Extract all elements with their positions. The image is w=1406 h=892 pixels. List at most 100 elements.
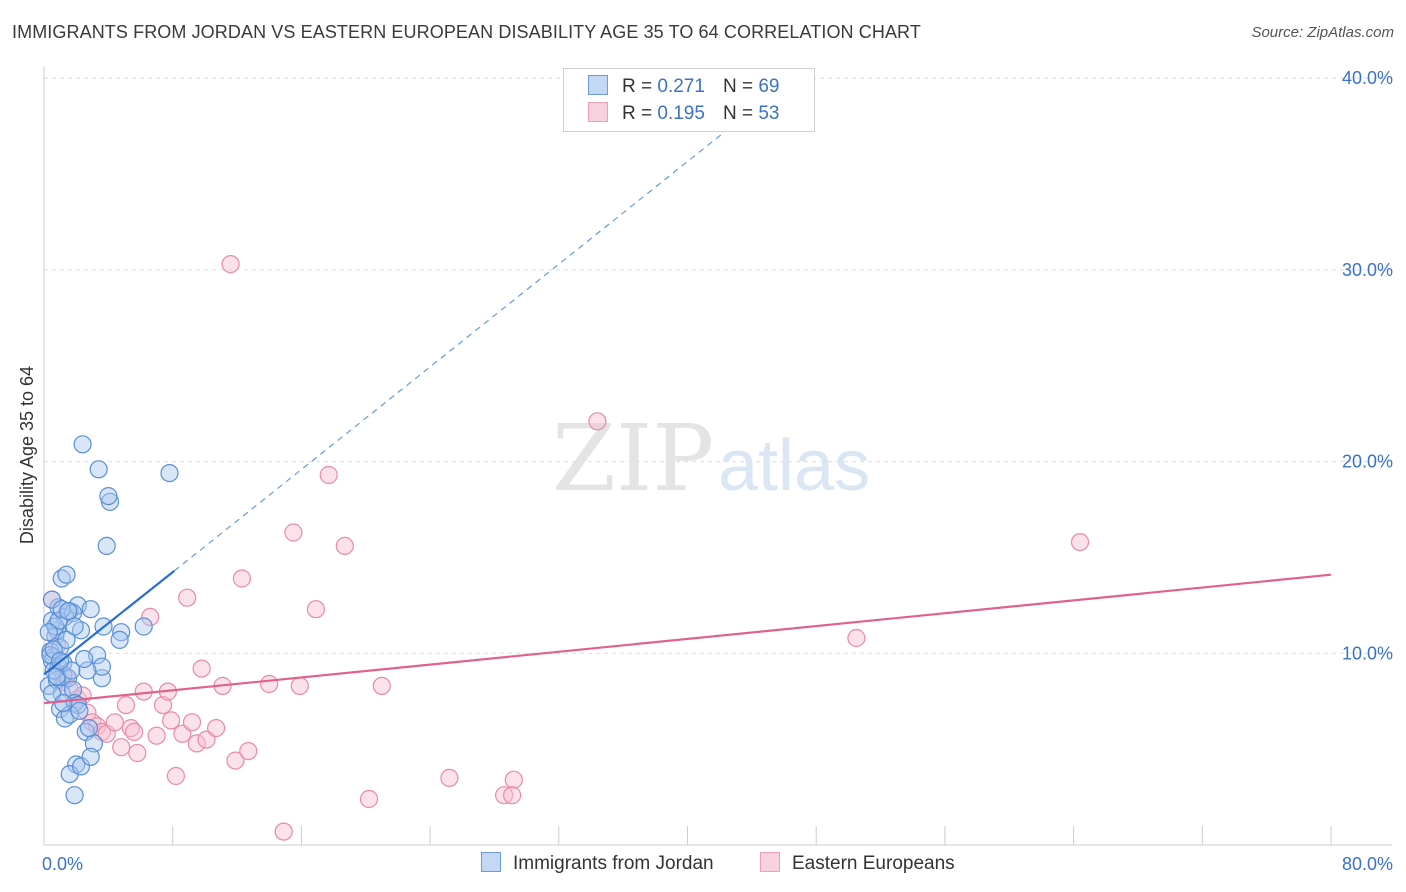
data-point bbox=[239, 741, 258, 761]
data-point bbox=[81, 600, 100, 619]
data-point bbox=[290, 676, 309, 696]
data-point bbox=[73, 435, 92, 454]
series-eastern-europeans bbox=[42, 255, 1090, 841]
legend-n-label: N = bbox=[722, 103, 754, 124]
legend-n-label: N = bbox=[722, 76, 754, 97]
data-point bbox=[306, 600, 325, 619]
bottom-legend-label-eastern: Eastern Europeans bbox=[792, 853, 955, 874]
data-point bbox=[232, 569, 251, 588]
data-point bbox=[141, 607, 160, 627]
data-point bbox=[70, 701, 89, 720]
legend-r-label: R = bbox=[622, 76, 653, 97]
chart-title: IMMIGRANTS FROM JORDAN VS EASTERN EUROPE… bbox=[12, 22, 921, 42]
watermark-atlas: atlas bbox=[718, 426, 870, 506]
data-point bbox=[92, 657, 112, 676]
data-point bbox=[588, 412, 607, 431]
data-point bbox=[112, 738, 131, 757]
bottom-legend-swatch-pink bbox=[760, 852, 780, 872]
watermark-zip: ZIP bbox=[552, 405, 714, 512]
data-point bbox=[372, 676, 391, 696]
data-point bbox=[71, 757, 91, 776]
data-point bbox=[178, 588, 197, 607]
y-axis-label: Disability Age 35 to 64 bbox=[17, 366, 37, 544]
data-point bbox=[147, 726, 166, 745]
legend-row-jordan: R = 0.271 N = 69 bbox=[588, 75, 779, 99]
x-tick-label-min: 0.0% bbox=[42, 854, 83, 874]
data-point bbox=[44, 640, 63, 659]
data-point bbox=[57, 630, 76, 650]
data-point bbox=[319, 465, 338, 485]
data-point bbox=[110, 630, 129, 650]
watermark: ZIP atlas bbox=[552, 405, 870, 512]
bottom-legend-label-jordan: Immigrants from Jordan bbox=[513, 853, 714, 874]
correlation-legend: R = 0.271 N = 69 R = 0.195 N = 53 bbox=[563, 68, 815, 132]
data-point bbox=[47, 670, 67, 690]
data-point bbox=[134, 617, 153, 636]
data-point bbox=[166, 766, 185, 786]
y-tick-label: 10.0% bbox=[1342, 643, 1393, 663]
data-point bbox=[89, 460, 108, 479]
data-point bbox=[42, 590, 62, 609]
data-point bbox=[187, 734, 206, 753]
data-point bbox=[504, 770, 523, 789]
legend-n-value-jordan: 69 bbox=[758, 76, 780, 97]
data-point bbox=[75, 649, 94, 669]
data-point bbox=[39, 623, 58, 642]
data-point bbox=[260, 674, 279, 694]
y-tick-label: 30.0% bbox=[1342, 260, 1393, 280]
legend-swatch-pink bbox=[588, 102, 608, 122]
axes bbox=[43, 66, 1392, 846]
legend-r-value-jordan: 0.271 bbox=[657, 76, 705, 97]
bottom-legend-eastern: Eastern Europeans bbox=[760, 852, 955, 875]
data-point bbox=[502, 786, 522, 805]
legend-swatch-blue bbox=[588, 75, 608, 95]
source-label: Source: ZipAtlas.com bbox=[1251, 24, 1394, 41]
data-point bbox=[50, 638, 70, 657]
data-point bbox=[226, 751, 245, 770]
data-point bbox=[160, 464, 179, 483]
legend-row-eastern: R = 0.195 N = 53 bbox=[588, 102, 779, 126]
trend-line-jordan bbox=[43, 569, 175, 676]
data-point bbox=[65, 786, 84, 805]
data-point bbox=[97, 536, 116, 556]
data-point bbox=[60, 705, 79, 724]
data-point bbox=[78, 661, 97, 680]
data-point bbox=[79, 718, 99, 738]
data-point bbox=[221, 255, 240, 274]
series-immigrants-from-jordan bbox=[39, 435, 179, 805]
legend-r-value-eastern: 0.195 bbox=[657, 103, 705, 124]
data-point bbox=[162, 711, 181, 730]
data-point bbox=[207, 718, 226, 738]
data-point bbox=[182, 713, 202, 732]
trend-line-jordan-extension bbox=[173, 96, 769, 572]
x-tick-labels: 0.0% 80.0% bbox=[42, 854, 1393, 874]
data-point bbox=[153, 695, 173, 715]
data-point bbox=[58, 601, 78, 621]
data-point bbox=[847, 628, 866, 648]
data-point bbox=[99, 487, 118, 506]
y-tick-label: 20.0% bbox=[1342, 452, 1393, 472]
data-point bbox=[359, 789, 379, 809]
data-point bbox=[57, 565, 76, 584]
bottom-legend-jordan: Immigrants from Jordan bbox=[481, 852, 714, 875]
data-point bbox=[125, 722, 144, 742]
trend-lines bbox=[43, 96, 1332, 705]
data-point bbox=[440, 768, 459, 788]
x-tick-label-max: 80.0% bbox=[1342, 854, 1393, 874]
data-point bbox=[192, 659, 211, 678]
data-point bbox=[54, 693, 73, 713]
y-tick-labels: 10.0% 20.0% 30.0% 40.0% bbox=[1342, 68, 1393, 663]
legend-n-value-eastern: 53 bbox=[758, 103, 780, 124]
data-point bbox=[105, 713, 124, 732]
data-point bbox=[335, 536, 354, 556]
data-point bbox=[1070, 532, 1090, 552]
data-point bbox=[50, 699, 70, 719]
data-point bbox=[81, 747, 100, 766]
y-axis-title: Disability Age 35 to 64 bbox=[17, 366, 37, 544]
data-point bbox=[112, 623, 131, 642]
data-point bbox=[116, 695, 136, 715]
bottom-legend-swatch-blue bbox=[481, 852, 501, 872]
data-point bbox=[284, 523, 303, 542]
data-point bbox=[274, 822, 293, 841]
